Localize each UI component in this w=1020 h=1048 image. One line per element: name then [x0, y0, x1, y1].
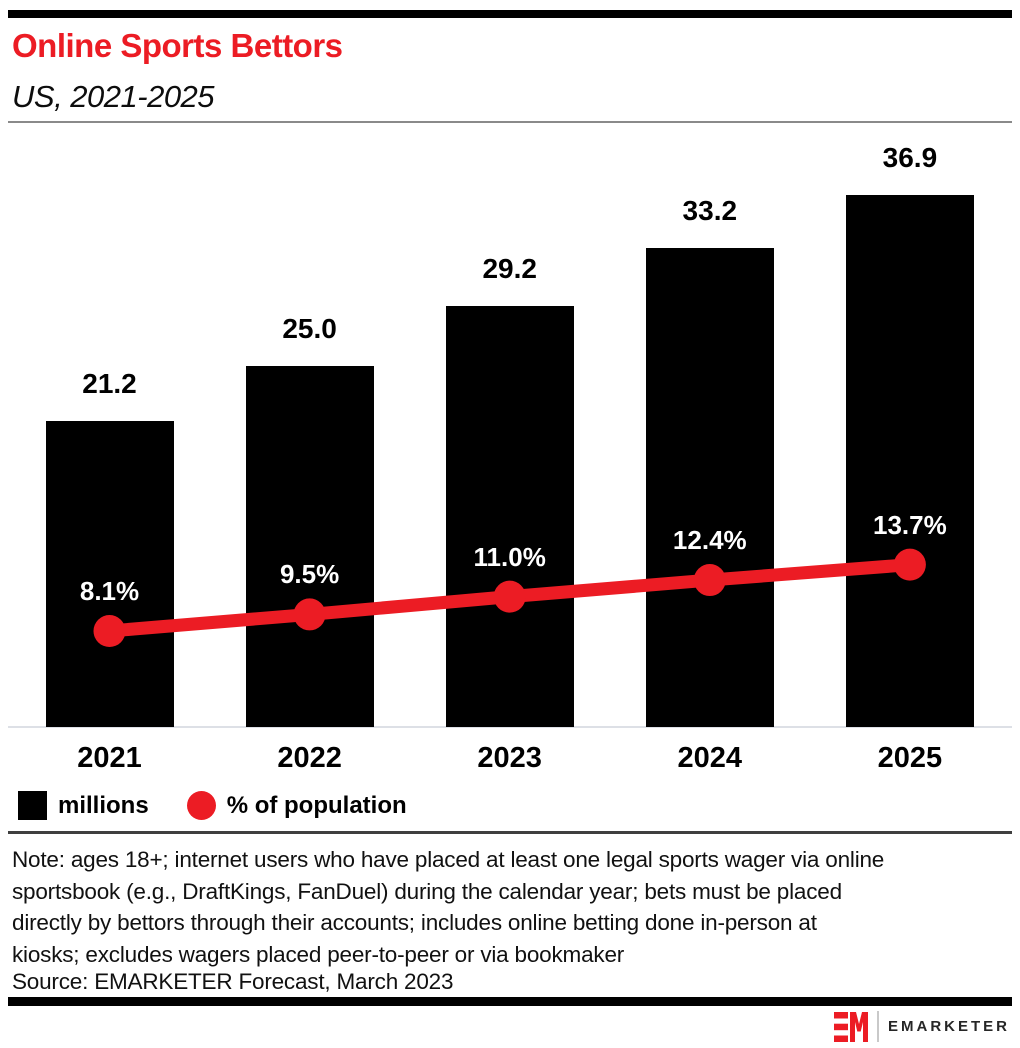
x-axis-label-2024: 2024	[677, 742, 743, 774]
note-line: directly by bettors through their accoun…	[12, 910, 817, 935]
bar-2025	[845, 194, 974, 727]
note-divider	[8, 831, 1012, 834]
chart-note: Note: ages 18+; internet users who have …	[12, 844, 1002, 970]
pct-value-label: 8.1%	[79, 576, 140, 606]
x-axis-label-2022: 2022	[277, 742, 342, 774]
bar-2021	[45, 421, 174, 727]
top-rule	[8, 10, 1012, 18]
bar-2024	[645, 247, 774, 727]
x-axis-label-2025: 2025	[877, 742, 943, 774]
x-axis-label-2021: 2021	[77, 742, 142, 774]
footer-divider	[876, 1011, 879, 1042]
bar-value-label: 29.2	[482, 252, 537, 284]
chart-title: Online Sports Bettors	[12, 27, 343, 64]
note-line: Note: ages 18+; internet users who have …	[12, 847, 885, 872]
legend-label: millions	[58, 791, 149, 819]
legend-item-millions: millions	[18, 791, 149, 820]
bar-value-label: 21.2	[82, 368, 137, 400]
bar-2023	[445, 305, 574, 727]
source-line: Source: EMARKETER Forecast, March 2023	[12, 969, 454, 994]
pct-value-label: 12.4%	[672, 525, 747, 556]
pct-value-label: 9.5%	[279, 559, 340, 590]
em-monogram-icon	[833, 1011, 868, 1042]
brand-footer: EMARKETER	[833, 1011, 1010, 1042]
note-line: kiosks; excludes wagers placed peer-to-p…	[12, 941, 625, 967]
bar-swatch-icon	[18, 791, 47, 820]
bar-2022	[245, 366, 374, 727]
pct-value-label: 13.7%	[873, 509, 947, 540]
legend-item-pct-of-population: % of population	[186, 791, 407, 820]
bar-value-label: 36.9	[882, 141, 938, 173]
x-axis-label-2023: 2023	[477, 742, 542, 774]
x-axis-line	[8, 726, 1012, 728]
legend-label: % of population	[226, 791, 407, 819]
bottom-rule	[8, 997, 1012, 1006]
chart-legend: millions % of population	[18, 791, 407, 820]
pct-value-label: 11.0%	[473, 541, 546, 572]
note-line: sportsbook (e.g., DraftKings, FanDuel) d…	[12, 878, 842, 904]
chart-subtitle: US, 2021-2025	[12, 79, 215, 114]
line-swatch-icon	[186, 791, 216, 820]
bar-value-label: 33.2	[682, 194, 738, 226]
header-divider	[8, 121, 1012, 123]
brand-name: EMARKETER	[887, 1018, 1010, 1035]
bar-value-label: 25.0	[282, 313, 337, 345]
